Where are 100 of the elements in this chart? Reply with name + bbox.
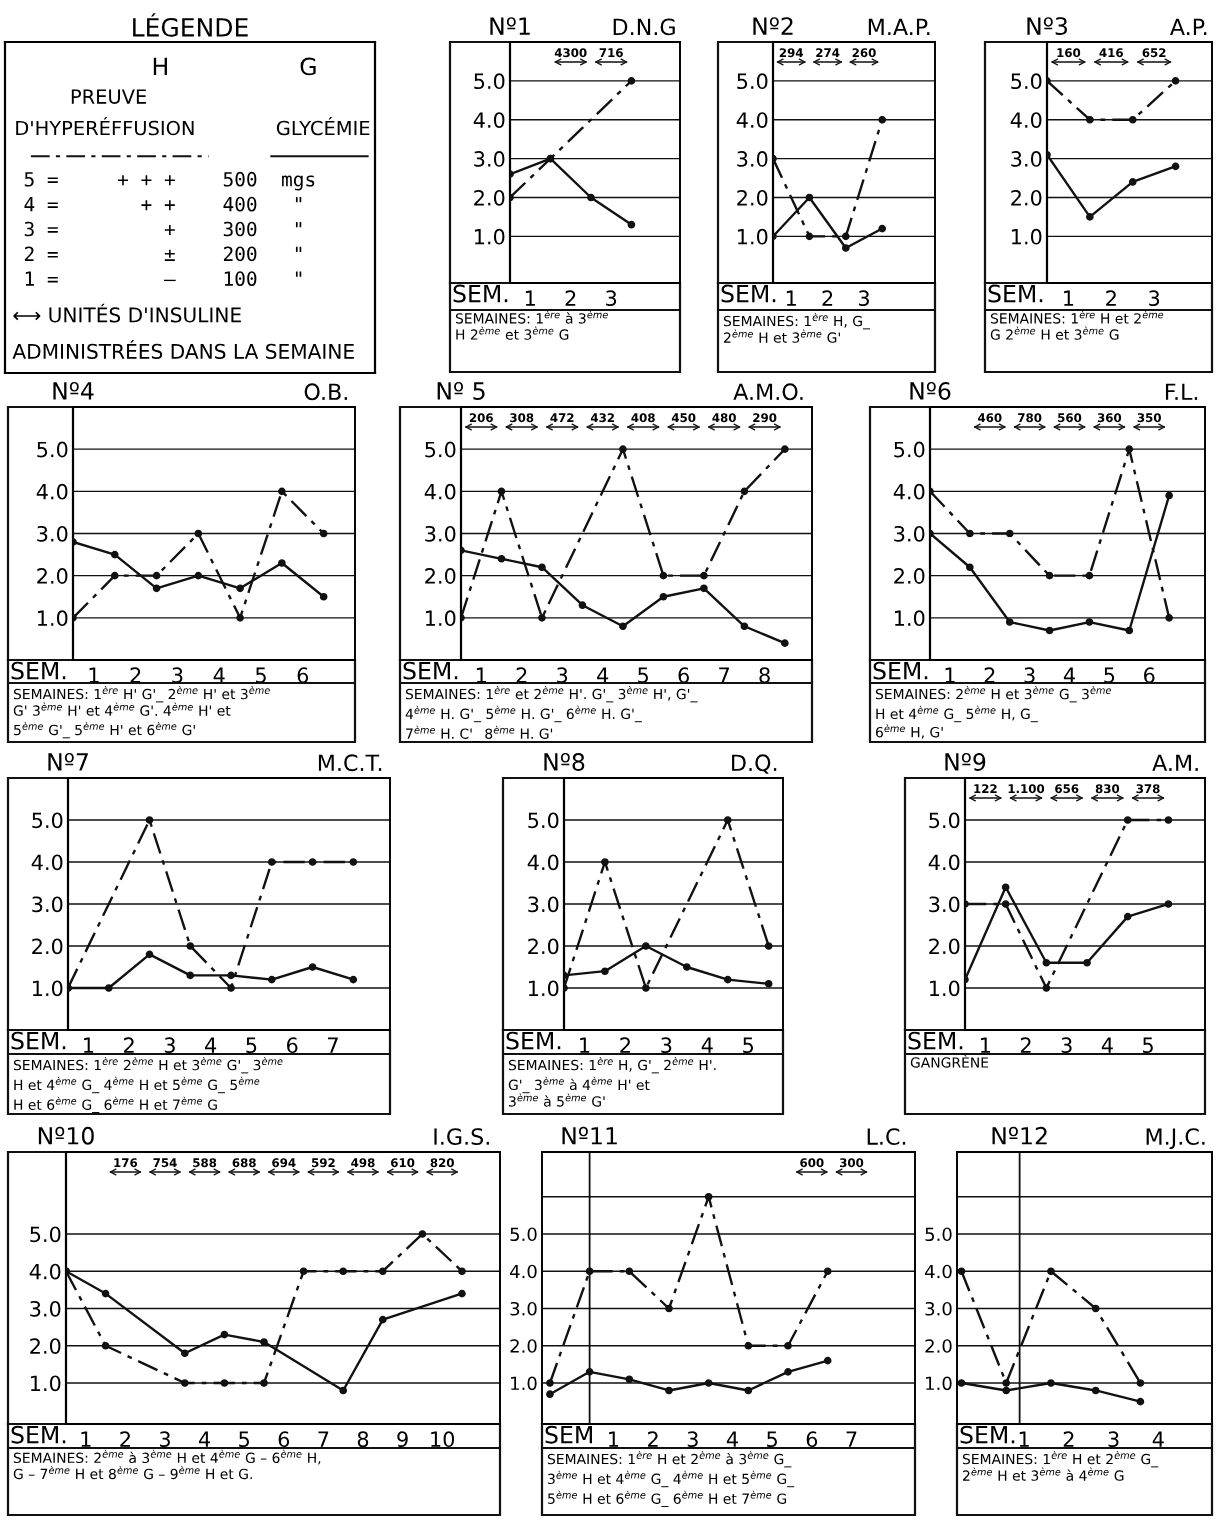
x-tick-label: 4 <box>198 1431 211 1447</box>
x-tick-label: 1 <box>84 1037 94 1053</box>
x-axis-title: SEM. <box>721 284 776 303</box>
x-tick-label: 2 <box>620 1037 630 1053</box>
y-tick-label: 1.0 <box>37 610 68 627</box>
y-tick-label: 3.0 <box>929 896 960 913</box>
x-tick-label: 6 <box>278 1431 290 1448</box>
text: SEMAINES: 1$^{ère}$ H, G'_ 2$^{ème}$ H'. G'_ 3$^{ème}$ à 4$^{ème}$ H' et 3$^{ème}$ à 5$^{ème}$ G' <box>508 1057 716 1107</box>
x-tick-label: 3 <box>1149 290 1160 307</box>
y-tick-label: 5.0 <box>929 812 960 829</box>
y-tick-label: 4.0 <box>928 854 960 871</box>
x-tick-label: 3 <box>1061 1037 1072 1054</box>
text: H <box>153 57 167 75</box>
chart-title: Nº1 <box>490 17 530 35</box>
annotation: 4300 <box>554 48 587 58</box>
annotation: 274 <box>816 48 840 57</box>
text: 3 = + 300 " <box>24 221 302 237</box>
y-tick-label: 1.0 <box>894 610 925 627</box>
annotation: 416 <box>1099 48 1123 58</box>
y-tick-label: 4.0 <box>29 1263 61 1280</box>
x-tick-label: 7 <box>846 1431 857 1447</box>
annotation: 694 <box>272 1158 296 1168</box>
x-tick-label: 1 <box>81 1431 91 1447</box>
annotation: 1.100 <box>1008 784 1045 794</box>
x-tick-label: 10 <box>431 1431 455 1448</box>
x-tick-label: 2 <box>1020 1037 1031 1053</box>
x-axis-title: SEM. <box>453 284 508 303</box>
x-tick-label: 5 <box>743 1037 754 1054</box>
text: SEMAINES: 1$^{ère}$ H et 2$^{ème}$ à 3$^{ème}$ G_ 3$^{ème}$ H et 4$^{ème}$ G_ 4$^{ème}$ H et 5$^{ème}$ G_ 5$^{ème}$ H et 6$^{ème}$ G_ 6$^{ème}$ H et 7$^{ème}$ G <box>547 1451 795 1508</box>
x-axis-title: SEM <box>545 1425 592 1444</box>
x-tick-label: 5 <box>767 1431 777 1448</box>
text: SEMAINES: 1$^{ère}$ 2$^{ème}$ H et 3$^{ème}$ G'_ 3$^{ème}$ H et 4$^{ème}$ G_ 4$^{ème}$ H et 5$^{ème}$ G_ 5$^{ème}$ H et 6$^{ème}$ G_ 6$^{ème}$ H et 7$^{ème}$ G <box>13 1057 283 1114</box>
y-tick-label: 1.0 <box>30 1375 61 1392</box>
x-axis-title: SEM. <box>11 1425 66 1444</box>
y-tick-label: 2.0 <box>425 568 456 584</box>
annotation: 450 <box>671 413 696 423</box>
annotation: 472 <box>550 413 574 422</box>
annotation: 122 <box>974 784 997 793</box>
chart-subtitle: A.M. <box>1152 754 1198 771</box>
x-tick-label: 1 <box>1019 1431 1029 1447</box>
y-tick-label: 5.0 <box>1011 73 1042 90</box>
chart-subtitle: I.G.S. <box>434 1128 489 1145</box>
x-axis-title: SEM. <box>988 284 1043 303</box>
x-axis-title: SEM. <box>873 661 928 680</box>
x-tick-label: 2 <box>822 290 833 306</box>
annotation: 260 <box>852 48 876 58</box>
y-tick-label: 5.0 <box>32 812 63 829</box>
y-tick-label: 4.0 <box>510 1264 537 1279</box>
y-tick-label: 1.0 <box>1011 228 1042 245</box>
x-axis-title: SEM. <box>11 1031 66 1050</box>
chart-title: Nº4 <box>53 382 94 400</box>
annotation: 432 <box>590 413 614 423</box>
annotation: 592 <box>311 1158 335 1168</box>
x-tick-label: 4 <box>1101 1037 1113 1053</box>
x-tick-label: 3 <box>159 1431 170 1448</box>
y-tick-label: 2.0 <box>528 938 559 955</box>
y-tick-label: 2.0 <box>474 189 505 206</box>
annotation: 300 <box>839 1158 864 1168</box>
x-tick-label: 1 <box>609 1431 619 1447</box>
x-axis-title: SEM. <box>960 1425 1015 1444</box>
x-tick-label: 7 <box>719 667 729 683</box>
y-tick-label: 2.0 <box>929 938 960 955</box>
annotation: 290 <box>753 413 777 423</box>
x-tick-label: 1 <box>981 1037 991 1053</box>
y-tick-label: 3.0 <box>37 525 68 542</box>
annotation: 308 <box>510 413 534 423</box>
x-tick-label: 1 <box>525 290 535 306</box>
chart-subtitle: M.J.C. <box>1146 1128 1205 1150</box>
y-tick-label: 3.0 <box>32 896 63 913</box>
chart-title: Nº12 <box>992 1126 1047 1145</box>
annotation: 408 <box>631 413 655 423</box>
y-tick-label: 1.0 <box>474 228 505 245</box>
text: 4 = + + 400 " <box>24 196 302 212</box>
y-tick-label: 2.0 <box>510 1339 537 1353</box>
y-tick-label: 3.0 <box>510 1301 537 1316</box>
y-tick-label: 4.0 <box>31 854 63 871</box>
text: G <box>300 57 316 76</box>
x-tick-label: 4 <box>1152 1431 1164 1447</box>
x-tick-label: 2 <box>124 1037 134 1053</box>
chart-subtitle: D.Q. <box>732 754 777 774</box>
annotation: 656 <box>1055 784 1079 794</box>
y-tick-label: 5.0 <box>510 1227 537 1242</box>
x-tick-label: 1 <box>1064 290 1074 306</box>
annotation: 560 <box>1058 413 1082 423</box>
x-tick-label: 8 <box>357 1431 369 1448</box>
y-tick-label: 2.0 <box>30 1338 61 1354</box>
chart-subtitle: L.C. <box>867 1128 906 1145</box>
x-axis-title: SEM. <box>11 661 66 680</box>
chart-title: Nº10 <box>38 1126 94 1145</box>
x-tick-label: 5 <box>239 1431 249 1448</box>
chart-subtitle: O.B. <box>304 383 347 401</box>
y-tick-label: 4.0 <box>36 483 68 500</box>
x-tick-label: 7 <box>318 1431 329 1447</box>
x-axis-title: SEM. <box>908 1031 963 1050</box>
text: 5 = + + + 500 mgs <box>24 171 315 191</box>
chart-title: Nº11 <box>562 1126 617 1145</box>
text: SEMAINES: 1$^{ère}$ H, G_ 2$^{ème}$ H et 3$^{ème}$ G' <box>723 313 871 343</box>
x-tick-label: 3 <box>606 290 617 307</box>
x-axis-title: SEM. <box>403 661 458 680</box>
annotation: 688 <box>232 1158 256 1168</box>
